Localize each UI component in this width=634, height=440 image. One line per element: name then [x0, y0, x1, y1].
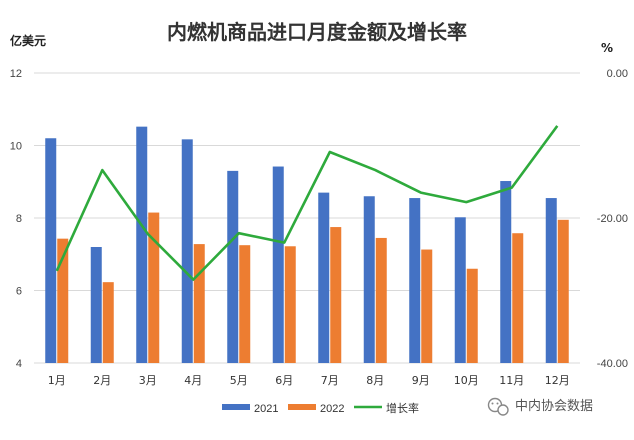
right-tick-label: -40.00: [597, 358, 628, 370]
category-label: 12月: [545, 374, 570, 387]
left-tick-label: 4: [16, 358, 22, 370]
bars: [45, 126, 569, 364]
bar-2022-10月: [466, 268, 478, 363]
watermark-text: 中内协会数据: [515, 398, 593, 414]
bar-2022-4月: [193, 244, 205, 363]
bar-2022-1月: [57, 238, 69, 363]
bar-2021-1月: [45, 138, 57, 363]
category-label: 10月: [454, 374, 479, 387]
right-axis-unit: %: [601, 41, 613, 55]
left-tick-label: 6: [16, 286, 22, 298]
bar-2022-7月: [330, 227, 342, 363]
bar-2022-2月: [102, 282, 114, 363]
category-label: 8月: [366, 374, 384, 387]
left-tick-label: 12: [10, 68, 22, 80]
legend-swatch: [288, 404, 316, 410]
left-tick-label: 10: [10, 141, 22, 153]
gridlines: [34, 72, 580, 364]
legend-label: 2021: [254, 403, 278, 415]
category-labels: 1月 2月 3月 4月 5月 6月 7月 8月 9月 10月 11月 12月: [48, 374, 570, 387]
bar-2021-7月: [318, 192, 330, 363]
bar-2021-2月: [90, 247, 102, 363]
watermark: 中内协会数据: [487, 397, 593, 416]
bar-2022-6月: [284, 246, 296, 363]
category-label: 2月: [93, 374, 111, 387]
category-label: 4月: [184, 374, 202, 387]
bar-2022-12月: [557, 219, 569, 363]
category-label: 9月: [412, 374, 430, 387]
bar-2021-6月: [272, 166, 284, 363]
left-axis-ticks: 4 6 8 10 12: [10, 68, 22, 370]
bar-2021-9月: [409, 198, 421, 363]
category-label: 6月: [275, 374, 293, 387]
legend: 2021 2022 增长率: [222, 401, 419, 415]
category-label: 3月: [139, 374, 157, 387]
bar-2021-4月: [181, 139, 193, 363]
right-axis-ticks: -40.00 -20.00 0.00: [597, 68, 628, 370]
line-增长率: [55, 125, 559, 281]
right-tick-label: -20.00: [597, 213, 628, 225]
category-label: 5月: [230, 374, 248, 387]
bar-2022-9月: [421, 249, 433, 363]
bar-2021-12月: [545, 198, 557, 363]
chart-title: 内燃机商品进口月度金额及增长率: [167, 20, 467, 44]
bar-2022-5月: [239, 245, 251, 363]
bar-2022-11月: [512, 233, 524, 363]
growth-line: [55, 125, 559, 281]
wechat-icon: [487, 397, 509, 416]
bar-2021-11月: [500, 181, 512, 363]
category-label: 11月: [499, 374, 524, 387]
left-axis-unit: 亿美元: [10, 33, 46, 48]
right-tick-label: 0.00: [607, 68, 628, 80]
bar-2022-3月: [148, 212, 160, 363]
bar-2021-8月: [363, 196, 375, 363]
legend-swatch: [222, 404, 250, 410]
bar-2022-8月: [375, 237, 387, 363]
legend-label: 2022: [320, 403, 344, 415]
category-label: 1月: [48, 374, 66, 387]
left-tick-label: 8: [16, 213, 22, 225]
bar-2021-3月: [136, 126, 148, 364]
bar-2021-5月: [227, 170, 239, 363]
legend-label: 增长率: [386, 401, 419, 415]
category-label: 7月: [321, 374, 339, 387]
bar-2021-10月: [454, 217, 466, 363]
